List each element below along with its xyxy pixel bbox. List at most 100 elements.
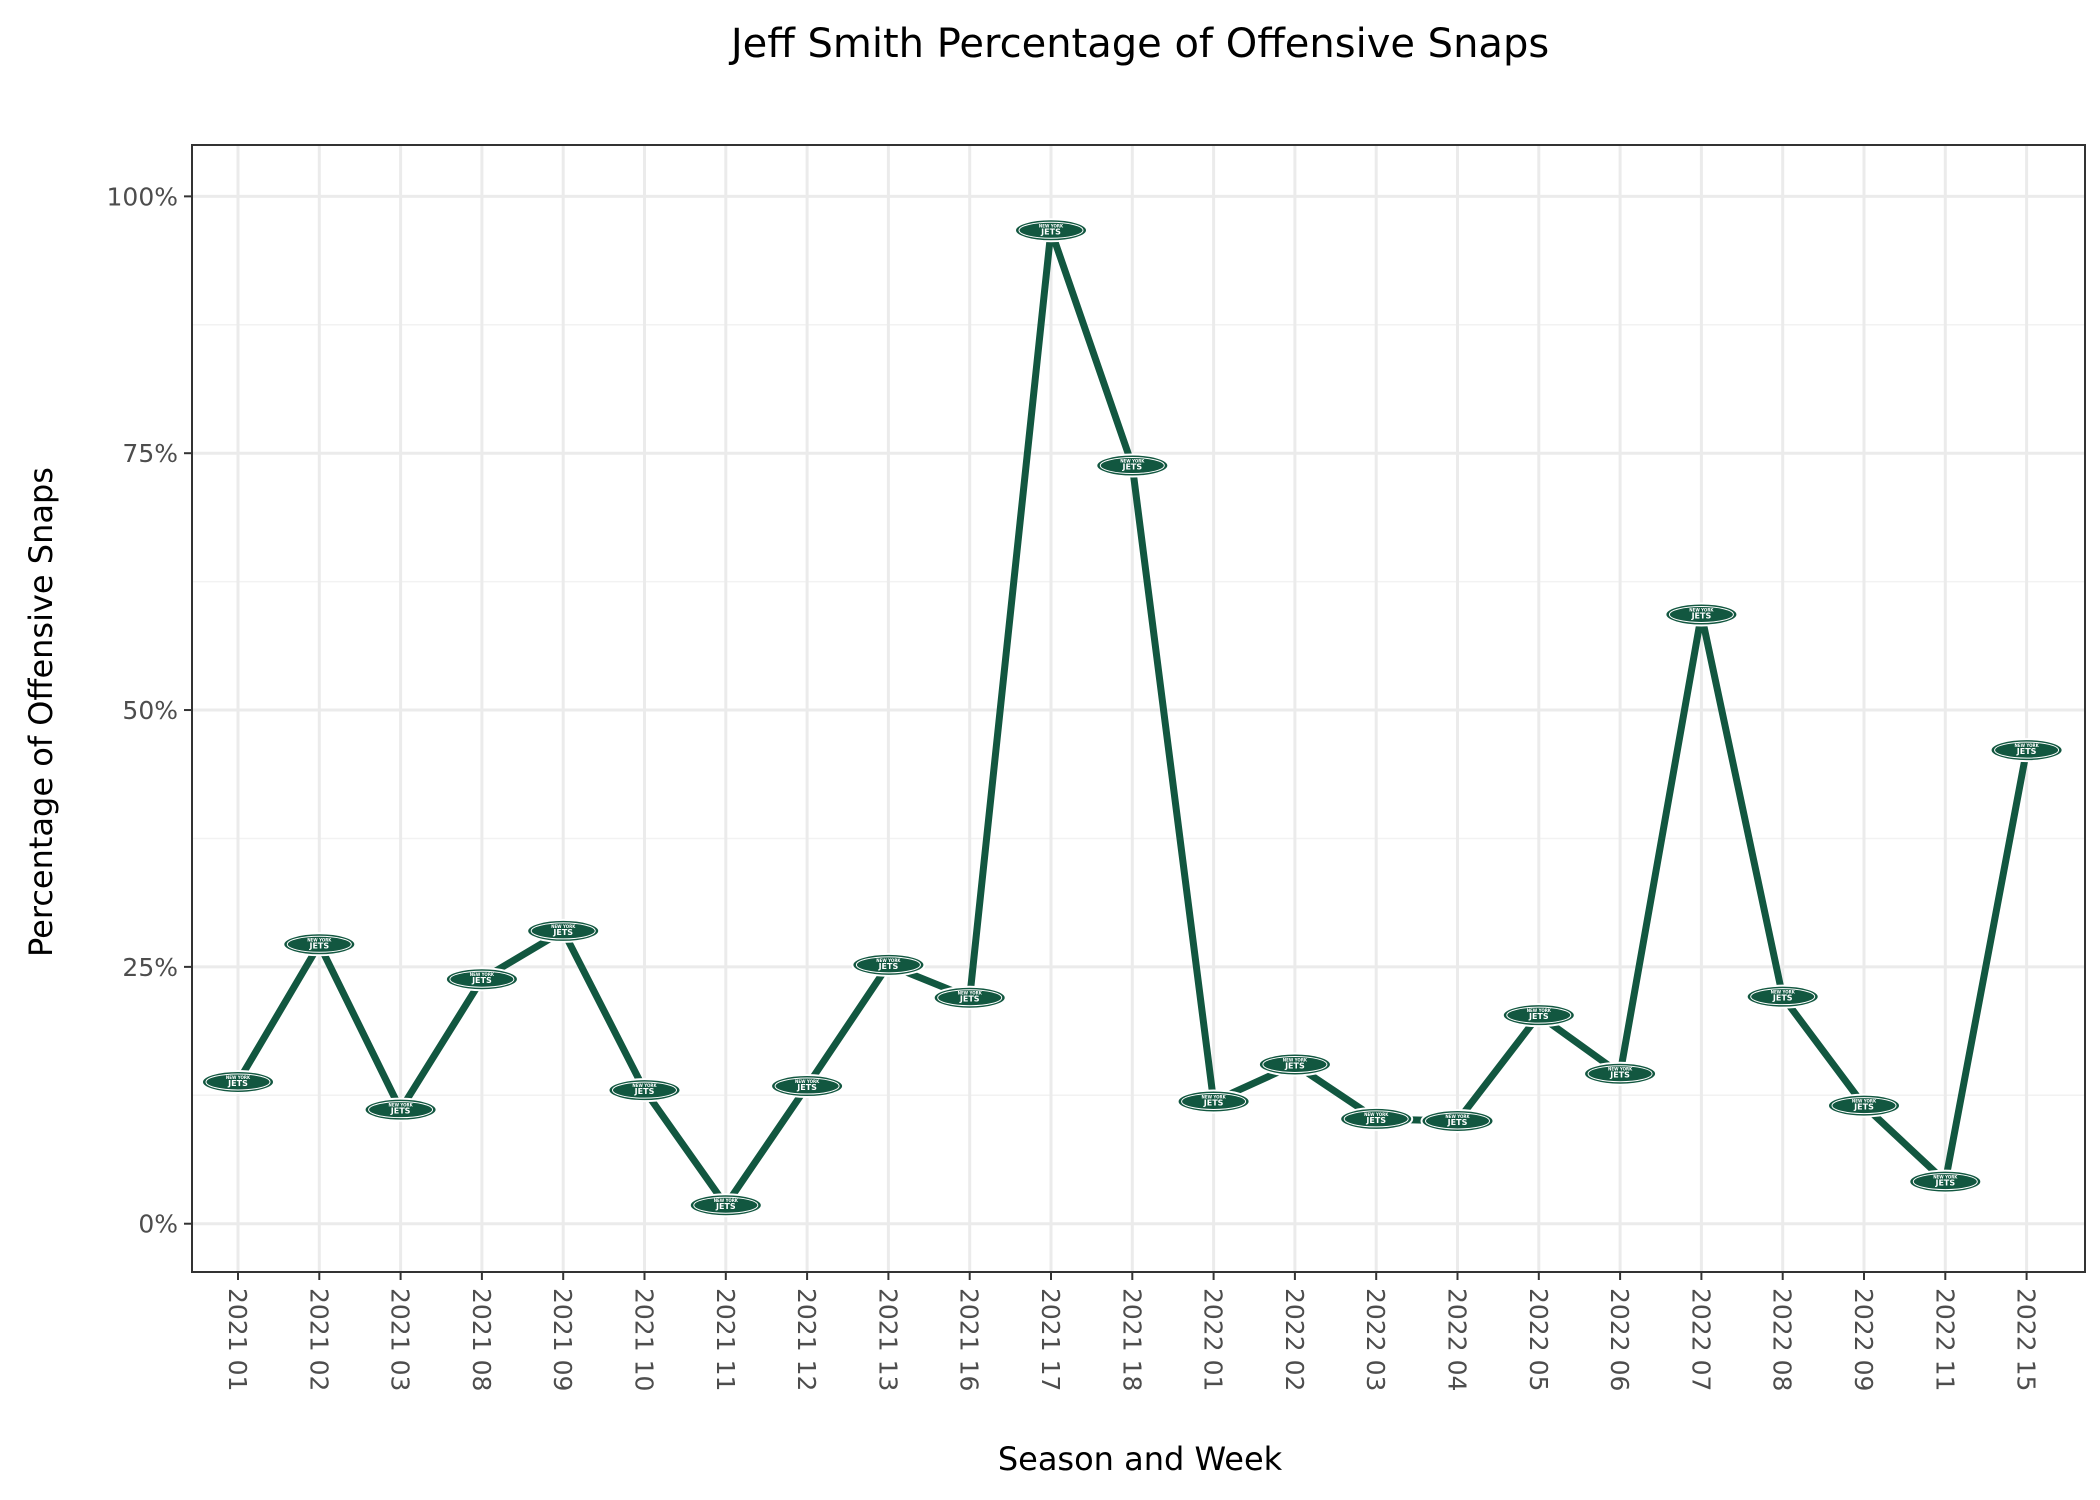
y-tick-label: 50% <box>122 696 178 725</box>
team-logo-icon <box>1095 453 1170 478</box>
logo-wordmark-top: NEW YORK <box>1364 1112 1389 1117</box>
logo-wordmark: JETS <box>552 928 573 937</box>
team-logo-icon <box>526 918 601 943</box>
x-tick-label: 2022 08 <box>1768 1288 1797 1391</box>
team-logo-icon <box>607 1078 682 1103</box>
x-tick-label: 2021 08 <box>467 1288 496 1391</box>
x-tick-label: 2021 18 <box>1117 1288 1146 1391</box>
y-axis-title: Percentage of Offensive Snaps <box>22 467 60 957</box>
x-tick-label: 2022 04 <box>1443 1288 1472 1391</box>
logo-wordmark-top: NEW YORK <box>307 937 332 942</box>
logo-wordmark: JETS <box>959 995 980 1004</box>
logo-inner-ring <box>1099 457 1165 475</box>
logo-inner-ring <box>693 1196 759 1214</box>
team-logo-icon <box>201 1069 275 1094</box>
logo-wordmark: JETS <box>1284 1061 1305 1070</box>
logo-wordmark-top: NEW YORK <box>470 972 495 977</box>
y-tick-label: 0% <box>138 1210 178 1239</box>
x-tick-label: 2021 13 <box>873 1288 902 1391</box>
team-logo-icon <box>770 1074 845 1099</box>
logo-wordmark: JETS <box>471 976 492 985</box>
team-logo-icon <box>282 932 357 957</box>
logo-wordmark-top: NEW YORK <box>714 1198 739 1203</box>
logo-wordmark: JETS <box>796 1083 817 1092</box>
logo-wordmark-top: NEW YORK <box>958 991 983 996</box>
logo-wordmark-top: NEW YORK <box>2014 743 2039 748</box>
logo-inner-ring <box>530 922 596 940</box>
logo-wordmark-top: NEW YORK <box>795 1079 820 1084</box>
x-tick-label: 2022 09 <box>1849 1288 1878 1391</box>
logo-wordmark-top: NEW YORK <box>226 1075 251 1080</box>
logo-inner-ring <box>1506 1006 1572 1024</box>
logo-wordmark: JETS <box>1528 1012 1549 1021</box>
x-tick-label: 2021 09 <box>548 1288 577 1391</box>
y-tick-label: 25% <box>122 953 178 982</box>
logo-wordmark-top: NEW YORK <box>1527 1008 1552 1013</box>
logo-wordmark: JETS <box>1691 611 1712 620</box>
x-tick-label: 2021 16 <box>955 1288 984 1391</box>
team-logo-icon <box>932 985 1007 1010</box>
x-tick-label: 2021 11 <box>711 1288 740 1391</box>
logo-wordmark-top: NEW YORK <box>1933 1175 1958 1180</box>
logo-inner-ring <box>1262 1055 1328 1073</box>
team-logo-icon <box>1339 1106 1414 1131</box>
logo-wordmark: JETS <box>1772 994 1793 1003</box>
logo-inner-ring <box>1343 1110 1409 1128</box>
x-tick-label: 2022 05 <box>1524 1288 1553 1391</box>
logo-wordmark: JETS <box>1365 1116 1386 1125</box>
y-tick-label: 100% <box>107 182 178 211</box>
team-logo-icon <box>1989 738 2064 763</box>
x-tick-label: 2022 01 <box>1199 1288 1228 1391</box>
team-logo-icon <box>851 952 926 977</box>
logo-inner-ring <box>1831 1097 1897 1115</box>
x-tick-label: 2022 15 <box>2012 1288 2041 1391</box>
y-axis: 0% 25% 50% 75% 100% <box>107 182 192 1239</box>
logo-wordmark: JETS <box>1609 1071 1630 1080</box>
logo-inner-ring <box>612 1081 677 1099</box>
logo-wordmark-top: NEW YORK <box>1445 1114 1470 1119</box>
grid <box>192 145 2085 1272</box>
x-tick-label: 2021 03 <box>386 1288 415 1391</box>
team-logo-icon <box>444 967 519 992</box>
team-logo-icon <box>363 1097 438 1122</box>
logo-wordmark-top: NEW YORK <box>1201 1094 1226 1099</box>
logo-wordmark: JETS <box>1203 1098 1224 1107</box>
logo-inner-ring <box>368 1101 434 1119</box>
chart-title: Jeff Smith Percentage of Offensive Snaps <box>728 21 1549 67</box>
logo-wordmark-top: NEW YORK <box>1689 607 1714 612</box>
logo-inner-ring <box>1912 1173 1978 1191</box>
logo-inner-ring <box>1181 1092 1247 1110</box>
logo-inner-ring <box>855 956 921 974</box>
logo-wordmark-top: NEW YORK <box>1771 990 1796 995</box>
logo-wordmark: JETS <box>227 1079 248 1088</box>
logo-wordmark-top: NEW YORK <box>632 1083 657 1088</box>
logo-inner-ring <box>205 1073 271 1091</box>
logo-wordmark: JETS <box>1447 1118 1468 1127</box>
logo-inner-ring <box>1994 741 2060 759</box>
logo-wordmark-top: NEW YORK <box>1039 223 1064 228</box>
x-tick-label: 2022 07 <box>1686 1288 1715 1391</box>
team-logo-icon <box>1257 1052 1332 1077</box>
x-tick-label: 2021 17 <box>1036 1288 1065 1391</box>
logo-inner-ring <box>1018 221 1084 239</box>
team-logo-icon <box>1583 1061 1658 1086</box>
x-tick-label: 2022 11 <box>1930 1288 1959 1391</box>
